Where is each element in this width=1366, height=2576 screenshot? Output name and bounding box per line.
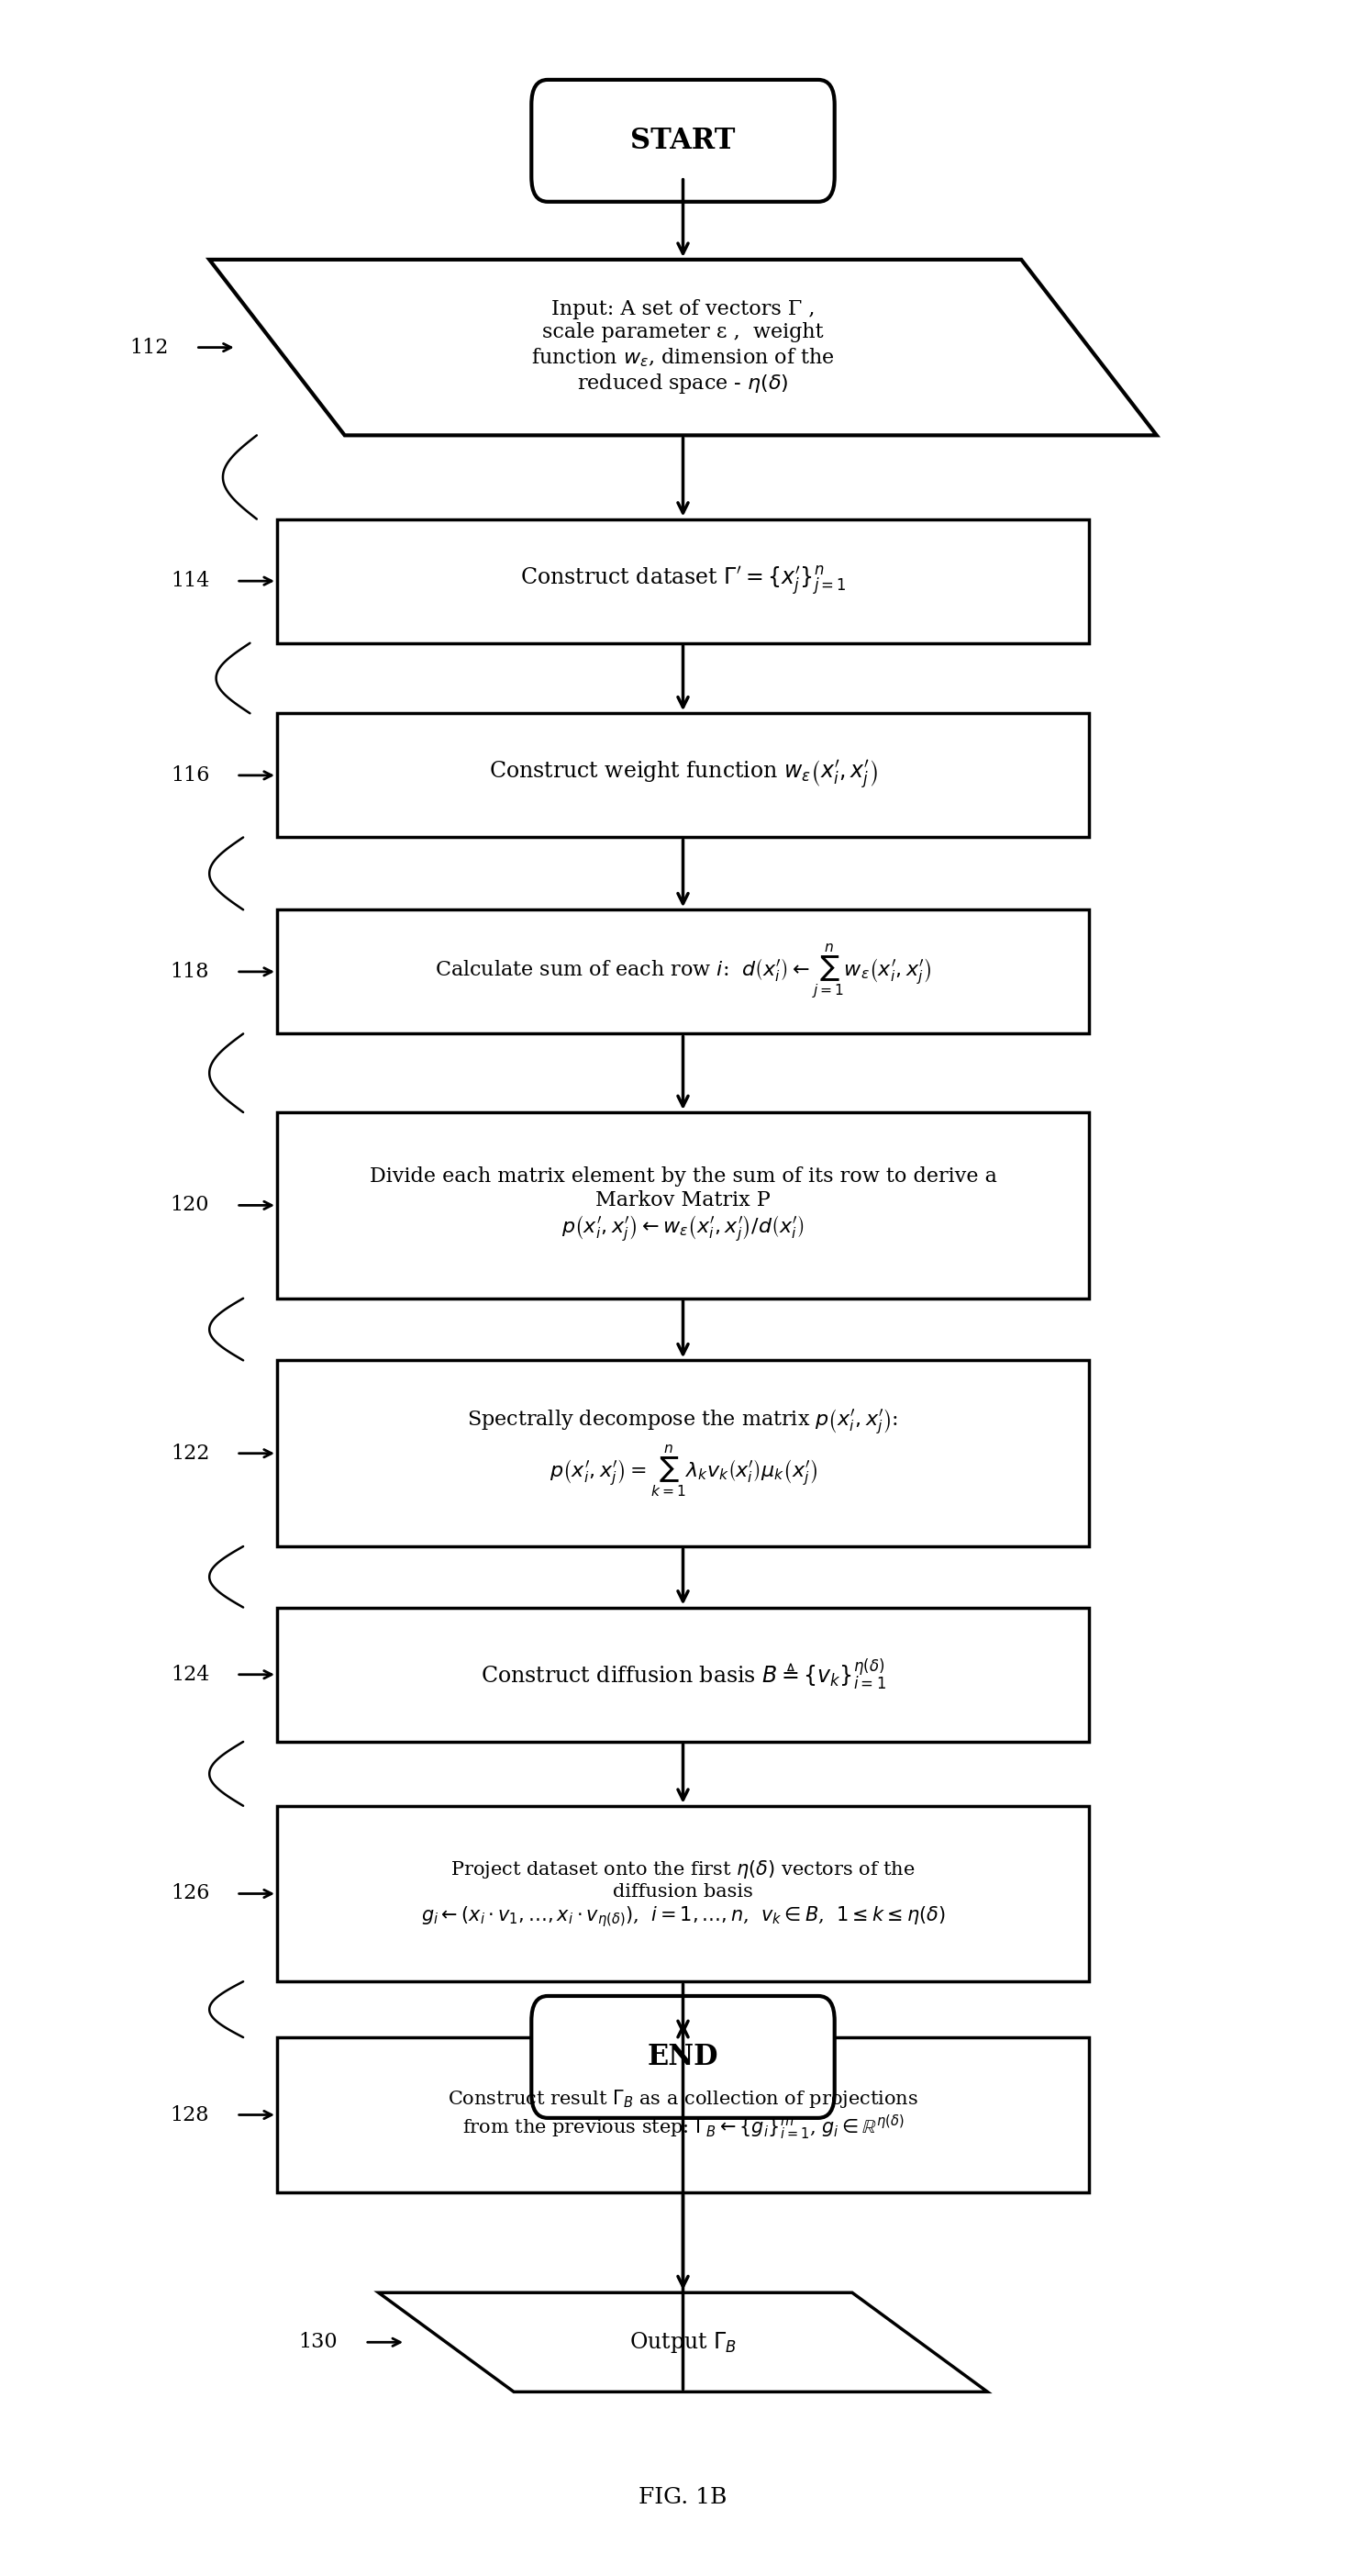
- Polygon shape: [277, 1806, 1089, 1981]
- FancyBboxPatch shape: [531, 80, 835, 201]
- Text: Divide each matrix element by the sum of its row to derive a
Markov Matrix P
$p\: Divide each matrix element by the sum of…: [369, 1167, 997, 1244]
- Text: END: END: [647, 2043, 719, 2071]
- Text: START: START: [631, 126, 735, 155]
- Text: 126: 126: [171, 1883, 209, 1904]
- Polygon shape: [277, 2038, 1089, 2192]
- Text: Construct diffusion basis $B \triangleq \{v_k\}_{i=1}^{\eta(\delta)}$: Construct diffusion basis $B \triangleq …: [481, 1656, 885, 1692]
- Text: FIG. 1B: FIG. 1B: [639, 2486, 727, 2509]
- Text: 116: 116: [171, 765, 209, 786]
- Text: 112: 112: [130, 337, 169, 358]
- Polygon shape: [209, 260, 1157, 435]
- Text: 120: 120: [171, 1195, 209, 1216]
- Polygon shape: [277, 1113, 1089, 1298]
- FancyBboxPatch shape: [531, 1996, 835, 2117]
- Text: Construct result $\Gamma_B$ as a collection of projections
from the previous ste: Construct result $\Gamma_B$ as a collect…: [448, 2087, 918, 2143]
- Polygon shape: [277, 909, 1089, 1033]
- Text: Output $\Gamma_B$: Output $\Gamma_B$: [630, 2329, 736, 2354]
- Polygon shape: [277, 518, 1089, 644]
- Text: Calculate sum of each row $i$:  $d\left(x_i'\right) \leftarrow \sum_{j=1}^{n} w_: Calculate sum of each row $i$: $d\left(x…: [434, 943, 932, 1002]
- Text: Construct dataset $\Gamma' = \{x_j'\}_{j=1}^{n}$: Construct dataset $\Gamma' = \{x_j'\}_{j…: [520, 564, 846, 598]
- Text: 118: 118: [171, 961, 209, 981]
- Polygon shape: [277, 1607, 1089, 1741]
- Text: Project dataset onto the first $\eta(\delta)$ vectors of the
diffusion basis
$g_: Project dataset onto the first $\eta(\de…: [421, 1860, 945, 1929]
- Text: 128: 128: [171, 2105, 209, 2125]
- Text: 122: 122: [171, 1443, 209, 1463]
- Polygon shape: [277, 714, 1089, 837]
- Text: 114: 114: [171, 572, 209, 590]
- Text: 124: 124: [171, 1664, 209, 1685]
- Polygon shape: [277, 1360, 1089, 1546]
- Text: Input: A set of vectors Γ ,
scale parameter ε ,  weight
function $w_{\varepsilon: Input: A set of vectors Γ , scale parame…: [531, 299, 835, 397]
- Text: 130: 130: [299, 2331, 337, 2352]
- Polygon shape: [378, 2293, 988, 2393]
- Text: Construct weight function $w_{\varepsilon}\left(x_i', x_j'\right)$: Construct weight function $w_{\varepsilo…: [489, 760, 877, 791]
- Text: Spectrally decompose the matrix $p\left(x_i', x_j'\right)$:
$p\left(x_i', x_j'\r: Spectrally decompose the matrix $p\left(…: [467, 1406, 899, 1499]
